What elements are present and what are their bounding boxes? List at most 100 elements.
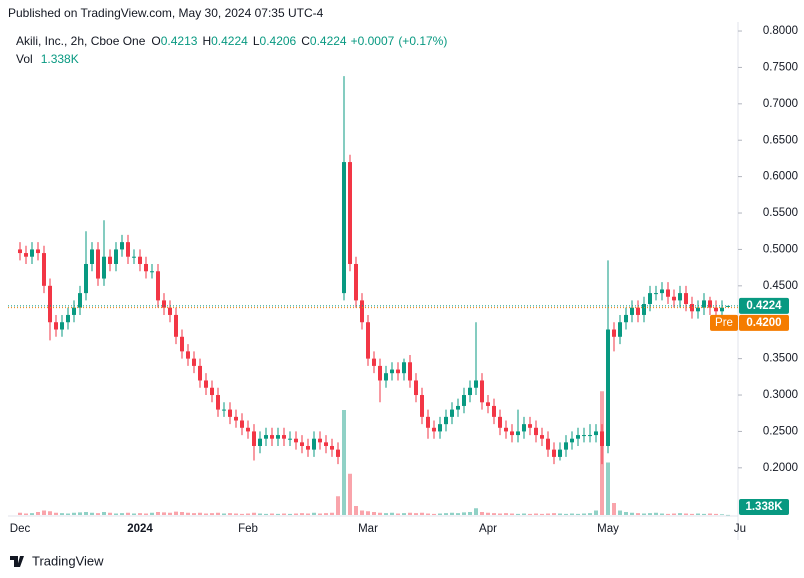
candle-body [636,307,640,315]
close-value: 0.4224 [310,34,347,48]
candle-body [450,409,454,417]
candle-body [360,300,364,323]
volume-bar [546,513,550,515]
x-tick-label: Dec [10,523,31,535]
y-tick-label: 0.7500 [763,61,798,73]
candle-body [648,293,652,305]
volume-bar [684,513,688,515]
volume-bar [438,513,442,515]
candle-body [252,431,256,446]
volume-bar [426,513,430,515]
volume-bar [468,512,472,515]
volume-bar [180,512,184,515]
candle-body [138,256,142,264]
volume-bar [72,512,76,515]
volume-bar [444,513,448,515]
candle-body [462,395,466,406]
volume-bar [66,513,70,515]
volume-bar [708,513,712,515]
volume-bar [336,496,340,515]
volume-bar [432,513,436,515]
candle-body [708,300,712,308]
open-value: 0.4213 [161,34,198,48]
candle-body [156,271,160,301]
candle-body [36,249,40,254]
volume-bar [270,513,274,515]
volume-bar [588,513,592,515]
candle-body [588,435,592,437]
volume-bar [654,512,658,515]
candle-body [246,427,250,432]
y-tick-label: 0.4500 [763,280,798,292]
candle-body [288,438,292,440]
volume-bar [258,513,262,515]
volume-box-label: 1.338K [745,501,783,513]
volume-bar [324,513,328,515]
volume-bar [354,506,358,515]
volume-bar [606,462,610,515]
candle-body [366,322,370,359]
volume-bar [246,513,250,515]
volume-bar [288,513,292,515]
volume-bar [672,513,676,515]
y-tick-label: 0.6500 [763,134,798,146]
candle-body [684,293,688,305]
x-tick-label: Apr [479,523,497,535]
volume-bar [636,513,640,515]
candle-body [498,416,502,428]
candle-body [162,300,166,308]
volume-bar [720,514,724,515]
candle-body [402,362,406,374]
pre-tag-label: Pre [715,317,733,329]
candle-body [78,293,82,308]
candle-body [474,380,478,388]
volume-bar [54,512,58,515]
volume-bar [714,513,718,515]
volume-bar [138,513,142,515]
volume-bar [24,513,28,515]
volume-bar [648,513,652,515]
candle-body [48,285,52,323]
volume-bar [450,512,454,515]
pre-price-box [739,314,789,331]
volume-bar [282,513,286,515]
candle-body [618,322,622,337]
volume-bar [156,512,160,515]
volume-bar [702,513,706,515]
volume-bar [462,512,466,515]
volume-bar [414,513,418,515]
candle-body [282,435,286,439]
volume-bar [582,513,586,515]
volume-bar [384,513,388,515]
candle-body [216,395,220,410]
y-tick-label: 0.3500 [763,353,798,365]
volume-bar [126,512,130,515]
volume-bar [234,513,238,515]
volume-bar [162,512,166,515]
candle-body [696,307,700,312]
volume-bar [480,512,484,515]
candle-body [330,445,334,450]
x-tick-label: Mar [358,523,378,535]
volume-bar [30,513,34,515]
candle-body [306,445,310,450]
candle-body [186,351,190,359]
volume-bar [60,513,64,515]
y-tick-label: 0.6000 [763,171,798,183]
candle-body [408,362,412,381]
candle-body [54,322,58,330]
y-tick-label: 0.2500 [763,425,798,437]
candle-body [168,307,172,315]
candle-body [414,380,418,396]
volume-bar [666,513,670,515]
volume-bar [642,513,646,515]
volume-bar [726,514,730,516]
candle-body [324,442,328,446]
candle-body [66,314,70,323]
candle-body [528,424,532,428]
candle-body [264,435,268,439]
volume-bar [630,512,634,515]
candle-body [480,380,484,403]
candle-body [354,263,358,301]
candle-body [120,242,124,250]
